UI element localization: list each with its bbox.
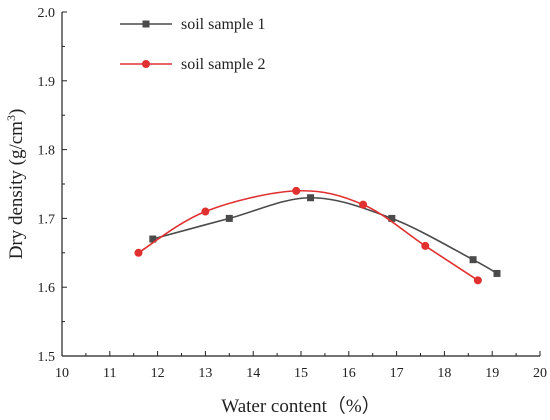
series-2-point (359, 200, 368, 209)
y-tick-label: 1.9 (38, 75, 56, 90)
y-tick-label: 2.0 (38, 6, 56, 21)
y-axis-label-main: Dry density (g/cm (6, 121, 27, 259)
y-axis-label-superscript: 3 (4, 115, 18, 121)
x-tick-label: 10 (55, 366, 69, 381)
x-tick-label: 16 (342, 366, 356, 381)
series-1-point (388, 214, 396, 222)
series-2-point (421, 241, 430, 250)
series-1-point (493, 269, 501, 277)
y-tick-label: 1.6 (38, 281, 56, 296)
series-2-point (292, 186, 301, 195)
series-2 (134, 186, 482, 285)
series-layer (134, 186, 501, 285)
x-axis-label: Water content（%） (221, 395, 380, 417)
x-tick-label: 14 (246, 366, 260, 381)
series-2-point (201, 207, 210, 216)
x-tick-label: 15 (294, 366, 308, 381)
legend-label: soil sample 1 (181, 16, 265, 33)
series-1-point (149, 235, 157, 243)
series-2-point (473, 276, 482, 285)
legend-item-2: soil sample 2 (120, 56, 265, 73)
legend-swatch-marker (142, 20, 150, 28)
y-axis-label: Dry density (g/cm3) (4, 109, 27, 260)
y-axis-label-close: ) (6, 109, 27, 115)
y-tick-label: 1.7 (38, 212, 56, 227)
legend: soil sample 1 soil sample 2 (120, 16, 265, 73)
series-1 (149, 194, 501, 277)
legend-label: soil sample 2 (181, 56, 265, 73)
series-1-point (469, 256, 477, 264)
x-tick-label: 18 (437, 366, 451, 381)
x-tick-label: 11 (103, 366, 116, 381)
x-tick-label: 12 (151, 366, 165, 381)
legend-swatch-marker (142, 60, 150, 68)
legend-item-1: soil sample 1 (120, 16, 265, 33)
series-2-point (134, 248, 143, 257)
y-tick-label: 1.8 (38, 144, 56, 159)
x-tick-label: 20 (533, 366, 547, 381)
x-tick-label: 17 (390, 366, 404, 381)
x-tick-label: 13 (198, 366, 212, 381)
series-1-point (307, 194, 315, 202)
y-tick-label: 1.5 (38, 350, 56, 365)
y-ticks: 1.5 1.6 1.7 1.8 1.9 2.0 (38, 6, 67, 365)
x-tick-label: 19 (485, 366, 499, 381)
series-1-point (225, 214, 233, 222)
x-ticks: 10 11 12 13 14 15 16 17 18 19 20 (55, 351, 547, 381)
